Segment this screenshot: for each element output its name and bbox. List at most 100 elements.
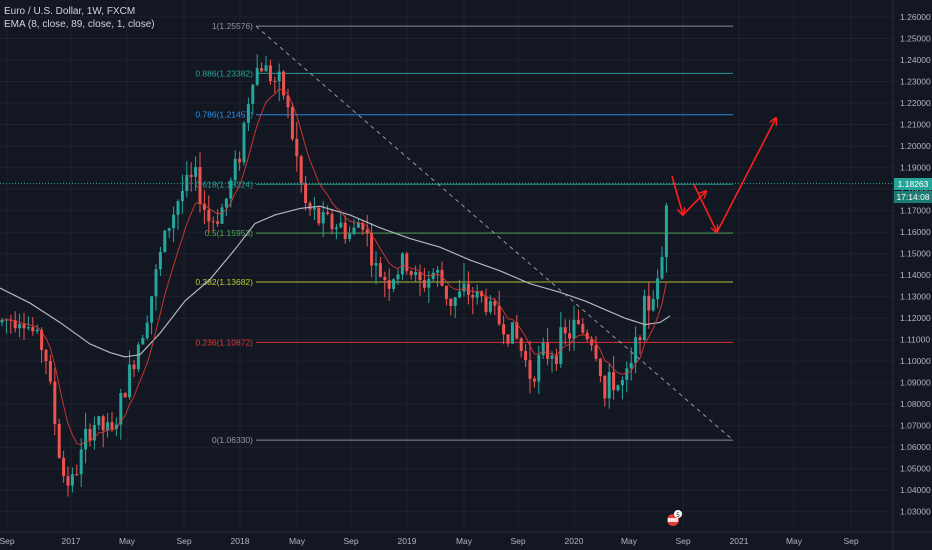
candle-body [629, 362, 633, 369]
candle-body [150, 296, 154, 323]
candle-body [471, 294, 475, 298]
candle-body [664, 205, 668, 258]
projection-arrows[interactable] [671, 118, 776, 233]
candle-body [97, 416, 101, 426]
candle-body [497, 305, 501, 325]
candle-body [581, 323, 585, 333]
candle-body [462, 283, 466, 292]
candle-body [625, 368, 629, 380]
candle-body [519, 338, 523, 351]
price-tick-label: 1.09000 [900, 378, 931, 388]
candle-body [387, 280, 391, 289]
price-tick-label: 1.11000 [900, 335, 930, 345]
candle-body [92, 425, 96, 441]
price-tick-label: 1.13000 [900, 292, 931, 302]
candle-body [79, 449, 83, 475]
price-tick-label: 1.16000 [900, 227, 931, 237]
candle-body [123, 393, 127, 398]
indicator-label: EMA (8, close, 89, close, 1, close) [4, 19, 155, 30]
candle-body [370, 233, 374, 266]
candle-body [163, 230, 167, 252]
candle-body [572, 319, 576, 339]
candle-body [484, 296, 488, 312]
candle-body [660, 257, 664, 279]
candle-body [427, 278, 431, 288]
candle-body [603, 375, 607, 399]
price-tick-label: 1.17000 [900, 206, 931, 216]
candle-body [374, 263, 378, 266]
time-tick-label: May [119, 536, 136, 546]
candle-body [224, 198, 228, 208]
candle-body [260, 68, 264, 72]
price-tick-label: 1.07000 [900, 421, 931, 431]
candle-body [132, 364, 136, 370]
fib-level-label: 0.382(1.13682) [195, 277, 253, 287]
candle-body [453, 297, 457, 307]
trendline[interactable] [255, 25, 734, 441]
candle-body [128, 364, 132, 398]
candle-body [326, 212, 330, 214]
candle-body [405, 253, 409, 272]
candle-body [506, 334, 510, 344]
candle-body [594, 345, 598, 359]
candle-body [638, 337, 642, 341]
candle-body [35, 329, 39, 332]
candle-body [233, 158, 237, 181]
candle-body [339, 222, 343, 228]
candle-body [541, 342, 545, 356]
candle-body [22, 324, 26, 329]
candle-body [550, 355, 554, 359]
candle-body [207, 209, 211, 222]
price-tick-label: 1.14000 [900, 270, 931, 280]
event-badge[interactable]: 5 [667, 510, 682, 526]
price-tick-label: 1.24000 [900, 55, 931, 65]
candle-body [295, 138, 299, 157]
time-tick-label: May [786, 536, 803, 546]
candle-body [510, 322, 514, 344]
candle-body [466, 283, 470, 295]
candle-body [44, 349, 48, 362]
price-tick-label: 1.10000 [900, 356, 931, 366]
time-axis[interactable]: Sep 2017 May Sep 2018 May Sep 2019 May Sep 2020 May… [0, 536, 859, 546]
candle-body [321, 212, 325, 224]
candle-body [242, 122, 246, 163]
time-tick-label: Sep [0, 536, 15, 546]
last-price-tag: 1.18263 [894, 178, 932, 190]
candle-body [277, 71, 281, 82]
candle-body [114, 424, 118, 429]
time-tick-label: 2019 [398, 536, 417, 546]
candle-body [334, 227, 338, 230]
flag-stripe [668, 518, 678, 522]
candle-body [647, 295, 651, 311]
projection-arrow [671, 175, 683, 215]
candle-body [286, 95, 290, 108]
price-tick-label: 1.04000 [900, 485, 931, 495]
candle-body [458, 291, 462, 298]
time-tick-label: 2021 [730, 536, 749, 546]
price-tick-label: 1.08000 [900, 399, 931, 409]
candle-body [180, 191, 184, 202]
price-tick-label: 1.05000 [900, 464, 931, 474]
time-tick-label: 2020 [565, 536, 584, 546]
fibonacci-levels[interactable]: 1(1.25576) 0.886(1.23382) 0.786(1.21457) 0.… [195, 21, 733, 445]
candle-body [431, 272, 435, 279]
candle-body [642, 295, 646, 341]
projection-arrow [716, 118, 776, 233]
candle-body [532, 378, 536, 382]
candle-body [590, 339, 594, 346]
candle-body [0, 320, 4, 323]
candle-body [145, 322, 149, 339]
candle-body [172, 214, 176, 229]
fib-level-label: 0.236(1.10872) [195, 337, 253, 347]
time-tick-label: 2017 [62, 536, 81, 546]
candle-body [356, 222, 360, 228]
candle-body [515, 322, 519, 339]
candle-body [361, 222, 365, 230]
chart-legend: Euro / U.S. Dollar, 1W, FXCM EMA (8, clo… [4, 5, 155, 31]
time-tick-label: Sep [343, 536, 358, 546]
candle-body [202, 203, 206, 210]
time-tick-label: May [289, 536, 306, 546]
price-tick-label: 1.12000 [900, 313, 931, 323]
